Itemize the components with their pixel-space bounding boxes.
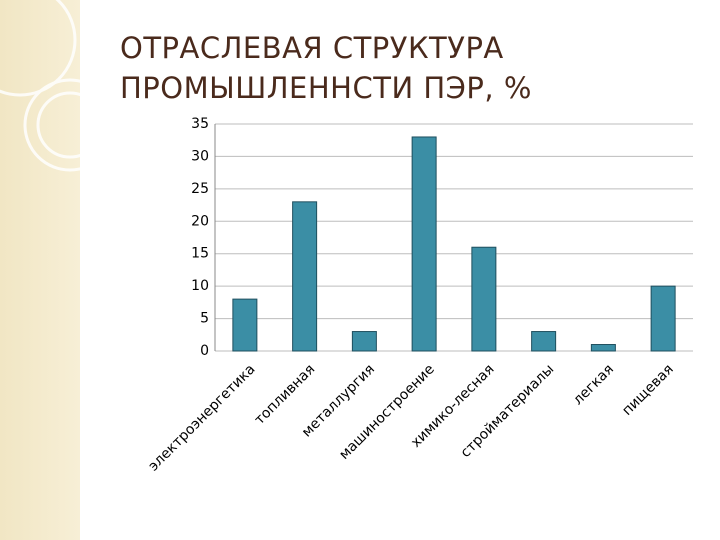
- y-tick-label: 30: [191, 148, 209, 164]
- y-tick-label: 0: [200, 343, 209, 359]
- bar: [531, 331, 557, 352]
- y-tick-label: 5: [200, 311, 209, 327]
- chart-title: ОТРАСЛЕВАЯ СТРУКТУРА ПРОМЫШЛЕННСТИ ПЭР, …: [120, 31, 532, 105]
- y-tick-label: 35: [191, 116, 209, 132]
- bar: [411, 136, 437, 352]
- bar: [590, 344, 616, 352]
- bar: [232, 298, 258, 352]
- bar: [351, 331, 377, 352]
- x-tick-label: электроэнергетика: [145, 361, 258, 474]
- bar: [650, 285, 676, 352]
- decor-circles: [0, 0, 117, 172]
- bar: [471, 246, 497, 352]
- x-tick-label: пищевая: [619, 361, 676, 418]
- x-tick-label: топливная: [252, 361, 319, 428]
- y-tick-label: 20: [191, 213, 209, 229]
- bar: [292, 201, 318, 352]
- y-tick-label: 15: [191, 246, 209, 262]
- x-tick-label: легкая: [570, 361, 617, 408]
- y-tick-label: 10: [191, 278, 209, 294]
- y-tick-label: 25: [191, 181, 209, 197]
